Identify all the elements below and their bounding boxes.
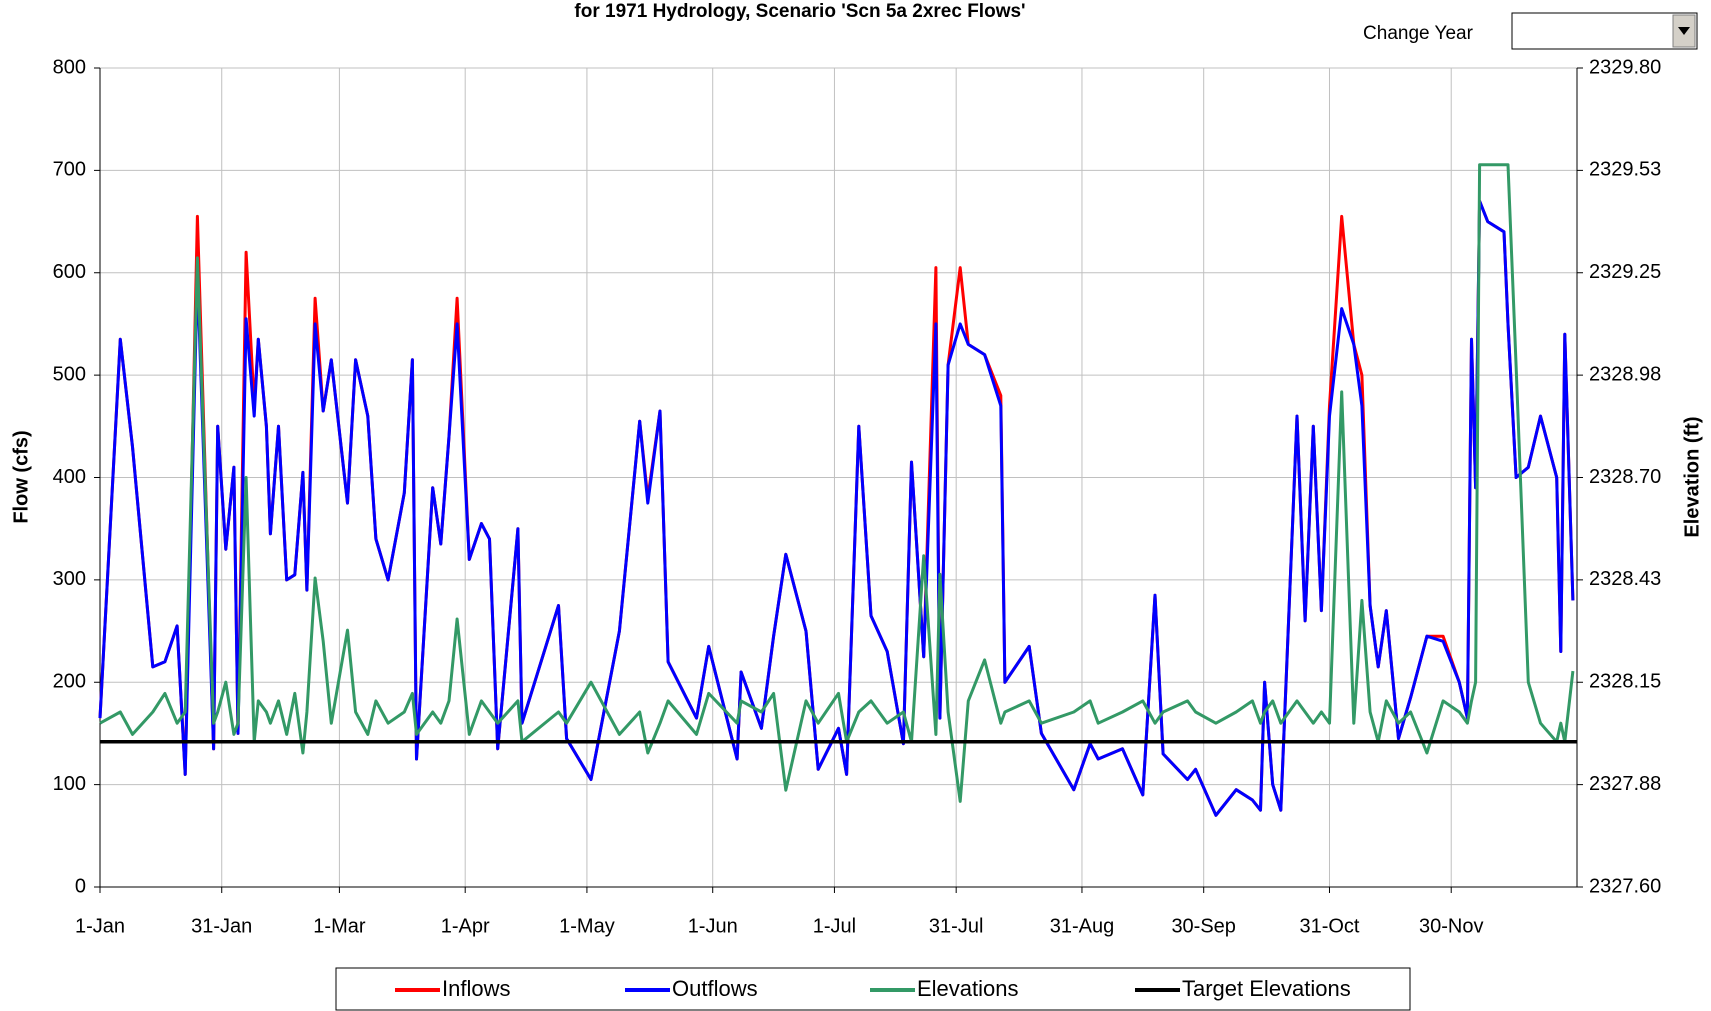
year-dropdown[interactable]: [1511, 12, 1698, 50]
x-tick-label: 1-Jul: [813, 915, 856, 937]
series-line: [99, 163, 1575, 803]
y2-tick-label: 2328.98: [1589, 363, 1661, 385]
x-tick-label: 1-May: [559, 915, 615, 937]
dropdown-arrow: [1678, 27, 1690, 35]
y2-tick-label: 2329.25: [1589, 261, 1661, 283]
y2-tick-label: 2329.53: [1589, 159, 1661, 181]
y-tick-label: 800: [53, 56, 86, 78]
y-tick-label: 500: [53, 363, 86, 385]
y-tick-label: 700: [53, 159, 86, 181]
y2-tick-label: 2328.43: [1589, 568, 1661, 590]
y-tick-label: 300: [53, 568, 86, 590]
x-tick-label: 31-Oct: [1299, 915, 1359, 937]
chart-title: for 1971 Hydrology, Scenario 'Scn 5a 2xr…: [574, 1, 1025, 22]
control-label: Change Year: [1363, 23, 1474, 44]
x-tick-label: 30-Nov: [1419, 915, 1483, 937]
y-tick-label: 100: [53, 773, 86, 795]
x-tick-label: 1-Jan: [75, 915, 125, 937]
series-line: [98, 199, 1575, 817]
legend-label: Outflows: [672, 976, 758, 1001]
x-tick-label: 30-Sep: [1171, 915, 1236, 937]
x-tick-label: 1-Mar: [313, 915, 366, 937]
y2-tick-label: 2329.80: [1589, 56, 1661, 78]
y2-tick-label: 2328.70: [1589, 466, 1661, 488]
dropdown-box[interactable]: [1511, 12, 1698, 50]
y-tick-label: 200: [53, 671, 86, 693]
y-tick-label: 0: [75, 875, 86, 897]
legend-label: Elevations: [917, 976, 1019, 1001]
y2-axis-label: Elevation (ft): [1681, 416, 1703, 537]
x-tick-label: 1-Apr: [441, 915, 490, 937]
y-tick-label: 400: [53, 466, 86, 488]
y2-tick-label: 2327.60: [1589, 875, 1661, 897]
y2-tick-label: 2327.88: [1589, 773, 1661, 795]
legend-label: Inflows: [442, 976, 510, 1001]
legend-label: Target Elevations: [1182, 976, 1351, 1001]
x-tick-label: 1-Jun: [688, 915, 738, 937]
x-tick-label: 31-Jan: [191, 915, 252, 937]
x-tick-label: 31-Jul: [929, 915, 983, 937]
x-tick-label: 31-Aug: [1050, 915, 1115, 937]
y-tick-label: 600: [53, 261, 86, 283]
y2-tick-label: 2328.15: [1589, 671, 1661, 693]
series-line: [98, 199, 1575, 817]
y-axis-label: Flow (cfs): [10, 430, 32, 523]
